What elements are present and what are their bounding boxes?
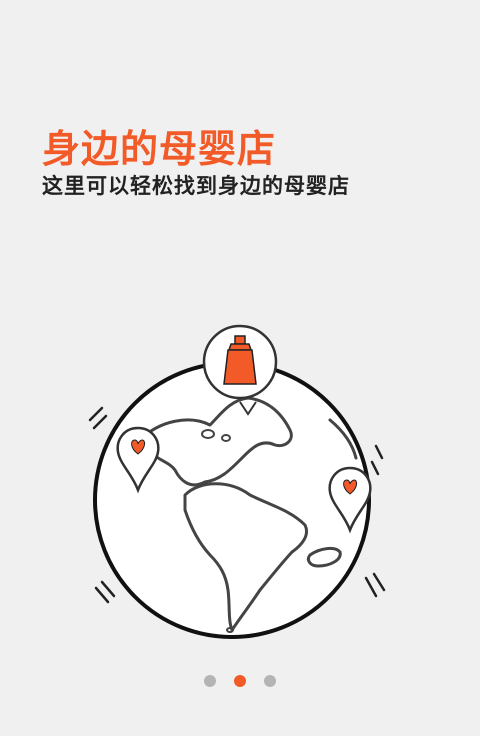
- page-dot-2[interactable]: [234, 675, 246, 687]
- bottle-bubble: [202, 324, 278, 416]
- heart-map-pin-icon: [328, 466, 372, 534]
- page-title: 身边的母婴店: [42, 127, 277, 171]
- heart-map-pin-icon: [116, 426, 160, 494]
- page-indicator: [0, 675, 480, 687]
- globe-illustration: [80, 320, 400, 650]
- page-dot-1[interactable]: [204, 675, 216, 687]
- page-subtitle: 这里可以轻松找到身边的母婴店: [42, 174, 350, 198]
- baby-bottle-icon: [223, 335, 257, 385]
- globe-icon: [88, 324, 386, 639]
- page-dot-3[interactable]: [264, 675, 276, 687]
